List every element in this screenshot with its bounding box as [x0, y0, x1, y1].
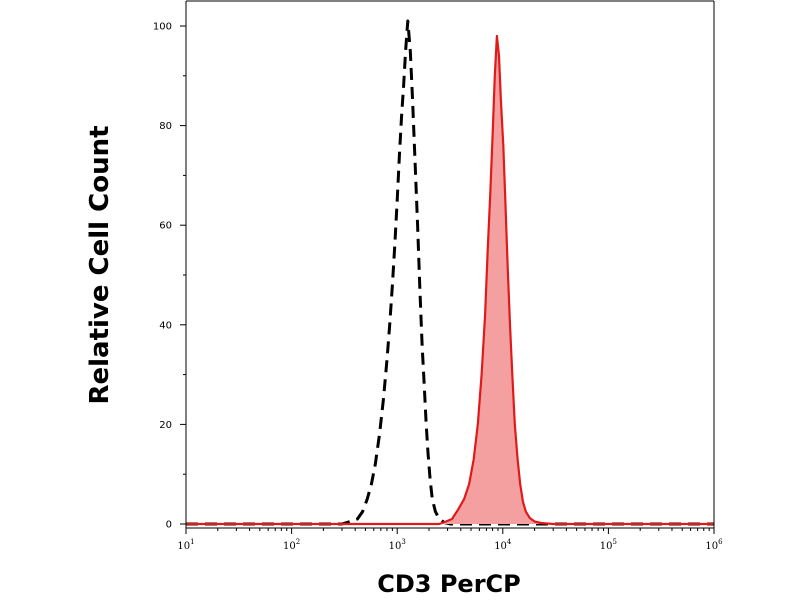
series-stained-area [186, 36, 714, 524]
x-tick-label: 105 [600, 538, 617, 552]
y-axis-label: Relative Cell Count [85, 125, 115, 404]
x-tick-label: 102 [283, 538, 300, 552]
y-ticks: 0 20 40 60 80 100 [153, 22, 186, 531]
y-tick-label: 60 [159, 221, 172, 232]
x-tick-label: 101 [177, 538, 194, 552]
x-ticks: 101 102 103 104 105 106 [177, 528, 723, 552]
y-tick-label: 100 [153, 22, 172, 33]
y-tick-label: 40 [159, 320, 172, 331]
y-tick-label: 20 [159, 420, 172, 431]
x-tick-label: 106 [705, 538, 723, 552]
x-tick-label: 103 [389, 538, 406, 552]
series-stained-line [186, 34, 714, 526]
series-control-line [186, 19, 714, 526]
plot-area [186, 19, 714, 526]
y-tick-label: 80 [159, 121, 172, 132]
y-tick-label: 0 [166, 520, 172, 531]
x-tick-label: 104 [494, 538, 512, 552]
x-axis-label: CD3 PerCP [377, 570, 521, 598]
